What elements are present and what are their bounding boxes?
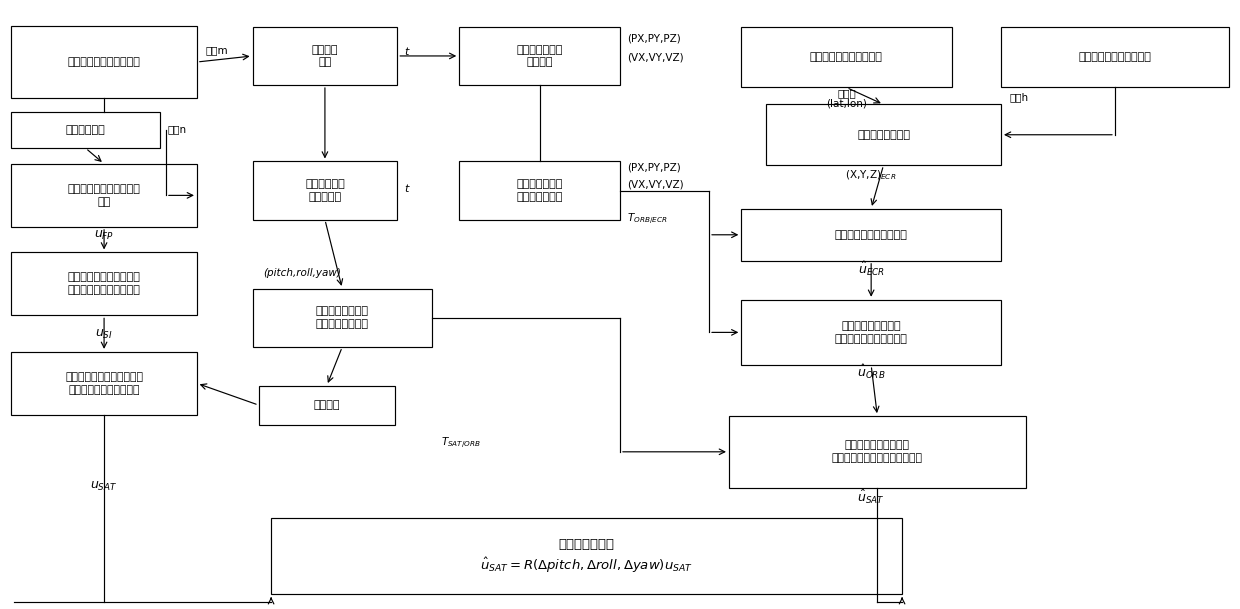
Text: 转换为地固系坐标: 转换为地固系坐标 [857, 130, 910, 139]
FancyBboxPatch shape [272, 518, 901, 594]
Text: (VX,VY,VZ): (VX,VY,VZ) [627, 52, 684, 62]
Text: $T_{ORB/ECR}$: $T_{ORB/ECR}$ [627, 212, 668, 227]
Text: 一级子图控制点信息提取: 一级子图控制点信息提取 [68, 57, 140, 67]
Text: 构造相机焦平面坐标系下
向量: 构造相机焦平面坐标系下 向量 [68, 184, 140, 207]
Text: 计算轨道系到卫星
本体系的旋转矩阵: 计算轨道系到卫星 本体系的旋转矩阵 [316, 306, 368, 329]
FancyBboxPatch shape [253, 289, 432, 347]
Text: $\hat{u}_{ORB}$: $\hat{u}_{ORB}$ [857, 364, 885, 381]
FancyBboxPatch shape [729, 416, 1025, 488]
FancyBboxPatch shape [11, 111, 160, 148]
FancyBboxPatch shape [766, 105, 1001, 165]
Text: (PX,PY,PZ): (PX,PY,PZ) [627, 163, 681, 172]
Text: (PX,PY,PZ): (PX,PY,PZ) [627, 34, 681, 44]
FancyBboxPatch shape [742, 209, 1001, 261]
Text: (lat,lon): (lat,lon) [826, 98, 867, 108]
FancyBboxPatch shape [459, 161, 620, 220]
FancyBboxPatch shape [253, 161, 397, 220]
Text: 相机参数文件: 相机参数文件 [66, 125, 105, 135]
FancyBboxPatch shape [11, 352, 197, 415]
Text: t: t [404, 48, 409, 57]
FancyBboxPatch shape [1001, 27, 1229, 88]
FancyBboxPatch shape [459, 27, 620, 85]
Text: $u_{FP}$: $u_{FP}$ [94, 229, 114, 242]
Text: 获取成像
时间: 获取成像 时间 [311, 44, 339, 68]
Text: 经纬度: 经纬度 [837, 88, 856, 99]
Text: 列号n: 列号n [167, 124, 186, 134]
Text: $u_{SAT}$: $u_{SAT}$ [91, 480, 118, 493]
FancyBboxPatch shape [11, 164, 197, 227]
Text: 高程数据控制点信息提取: 高程数据控制点信息提取 [1079, 52, 1151, 62]
Text: 插值生成此刻
的姿态数据: 插值生成此刻 的姿态数据 [305, 179, 345, 202]
Text: 将传感器坐标系的向量转换
为卫星本体坐标下的向量: 将传感器坐标系的向量转换 为卫星本体坐标下的向量 [64, 372, 143, 395]
Text: 行号m: 行号m [206, 45, 228, 55]
Text: $\hat{u}_{ECR}$: $\hat{u}_{ECR}$ [858, 260, 884, 278]
Text: t: t [404, 185, 409, 194]
Text: 生成地固系下的观测矢量: 生成地固系下的观测矢量 [835, 230, 908, 240]
Text: 将轨道系下的观测矢量
转换为卫星本体系下的观测矢量: 将轨道系下的观测矢量 转换为卫星本体系下的观测矢量 [832, 440, 923, 463]
Text: 将地固系下观测矢量
转换为轨道系下观测矢量: 将地固系下观测矢量 转换为轨道系下观测矢量 [835, 321, 908, 344]
Text: $\hat{u}_{SAT}$: $\hat{u}_{SAT}$ [857, 488, 885, 506]
Text: (X,Y,Z)$_{ECR}$: (X,Y,Z)$_{ECR}$ [846, 168, 897, 181]
FancyBboxPatch shape [11, 252, 197, 315]
FancyBboxPatch shape [259, 385, 394, 424]
Text: $u_{SI}$: $u_{SI}$ [95, 328, 113, 342]
FancyBboxPatch shape [742, 27, 951, 88]
Text: 将焦平面坐标系的向量转
换为传感器坐标下的向量: 将焦平面坐标系的向量转 换为传感器坐标下的向量 [68, 272, 140, 295]
FancyBboxPatch shape [11, 26, 197, 99]
Text: $T_{SAT/ORB}$: $T_{SAT/ORB}$ [440, 437, 481, 451]
Text: 计算惯性系到轨
道系的旋转矩阵: 计算惯性系到轨 道系的旋转矩阵 [516, 179, 563, 202]
FancyBboxPatch shape [742, 300, 1001, 365]
Text: 求解姿态角误差
$\hat{u}_{SAT} = R(\Delta pitch, \Delta roll, \Delta yaw)u_{SAT}$: 求解姿态角误差 $\hat{u}_{SAT} = R(\Delta pitch,… [480, 538, 693, 575]
FancyBboxPatch shape [253, 27, 397, 85]
Text: 高度h: 高度h [1009, 92, 1029, 102]
Text: 安装矩阵: 安装矩阵 [314, 400, 340, 410]
Text: 参考子图控制点信息提取: 参考子图控制点信息提取 [810, 52, 883, 62]
Text: 插值生成此刻的
星历数据: 插值生成此刻的 星历数据 [516, 44, 563, 68]
Text: (VX,VY,VZ): (VX,VY,VZ) [627, 180, 684, 189]
Text: (pitch,roll,yaw): (pitch,roll,yaw) [264, 268, 341, 278]
